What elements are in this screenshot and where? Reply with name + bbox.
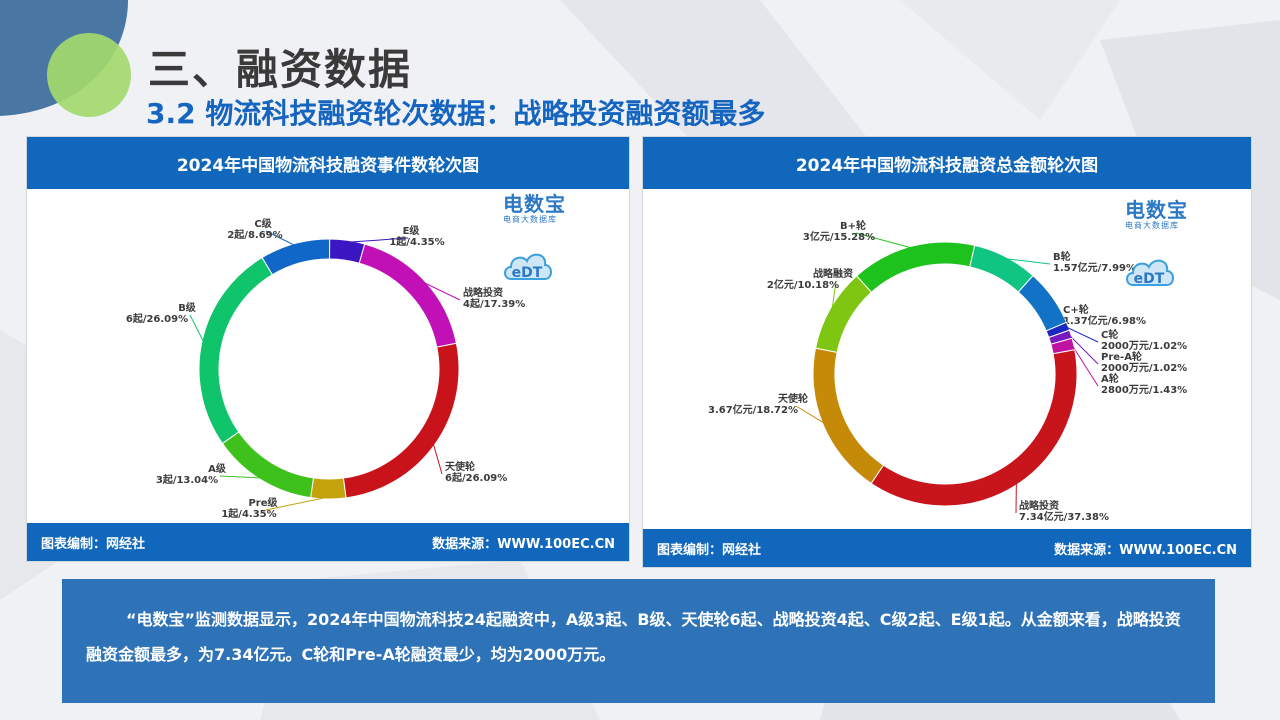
slice-value-label: 2起/8.69%: [227, 228, 282, 241]
leader-line-0: [855, 232, 913, 249]
leader-line-5: [1071, 344, 1099, 387]
logo-tagline: 电商大数据库: [503, 215, 557, 224]
chart-author: 图表编制：网经社: [41, 536, 146, 552]
logo: eDT 电数宝 电商大数据库: [1123, 198, 1188, 287]
slice-name-label: 战略投资: [463, 286, 503, 299]
chart-author: 图表编制：网经社: [657, 542, 762, 558]
slice-3: [342, 342, 460, 499]
slice-value-label: 2000万元/1.02%: [1101, 340, 1187, 352]
slice-value-label: 1起/4.35%: [221, 507, 276, 520]
logo-cloud-icon: eDT: [504, 253, 552, 281]
leader-line-1: [1004, 258, 1051, 265]
summary-box: “电数宝”监测数据显示，2024年中国物流科技24起融资中，A级3起、B级、天使…: [62, 579, 1215, 703]
slice-value-label: 6起/26.09%: [445, 471, 507, 484]
slice-name-label: A轮: [1101, 372, 1119, 385]
slice-7: [812, 347, 885, 485]
leader-line-8: [831, 280, 837, 310]
slice-value-label: 7.34亿元/37.38%: [1019, 510, 1109, 523]
logo-tagline: 电商大数据库: [1125, 221, 1179, 230]
leader-line-5: [219, 475, 262, 479]
events-chart-footer: 图表编制：网经社 数据来源：WWW.100EC.CN: [27, 523, 629, 561]
logo: eDT 电数宝 电商大数据库: [501, 192, 566, 281]
slice-0: [261, 238, 331, 276]
slice-name-label: E级: [403, 224, 421, 237]
slice-4: [310, 477, 347, 500]
slice-value-label: 6起/26.09%: [126, 312, 188, 325]
slice-name-label: 战略融资: [813, 267, 853, 280]
slice-0: [855, 241, 976, 293]
slice-2: [358, 243, 458, 348]
chart-source: 数据来源：WWW.100EC.CN: [432, 536, 615, 552]
slice-name-label: B+轮: [840, 219, 866, 232]
slice-5: [221, 431, 315, 499]
leader-line-6: [189, 314, 205, 343]
slice-name-label: C级: [254, 217, 272, 230]
slice-8: [814, 275, 873, 353]
leader-line-1: [347, 237, 409, 243]
slice-name-label: 战略投资: [1019, 499, 1059, 512]
leader-line-3: [432, 443, 443, 475]
slice-name-label: B轮: [1053, 250, 1071, 263]
summary-line-2: 来看，战略投资融资金额最多，为7.34亿元。C轮和Pre-A轮融资最少，均为20…: [86, 610, 1181, 664]
slice-name-label: Pre-A轮: [1101, 350, 1142, 363]
slice-name-label: A级: [208, 462, 227, 475]
slice-1: [969, 244, 1034, 293]
page-title: 三、融资数据: [148, 45, 413, 94]
slice-value-label: 1起/4.35%: [389, 235, 444, 248]
slice-value-label: 2亿元/10.18%: [767, 278, 839, 291]
events-donut-chart: C级2起/8.69% E级1起/4.35%战略投资4起/17.39%天使轮6起/2…: [126, 217, 525, 520]
slice-value-label: 1.37亿元/6.98%: [1063, 314, 1146, 327]
slice-6: [198, 256, 274, 445]
logo-name: 电数宝: [503, 192, 566, 216]
logo-name: 电数宝: [1125, 198, 1188, 222]
leader-line-2: [422, 281, 461, 301]
slice-name-label: 天使轮: [778, 392, 808, 405]
page-subtitle: 3.2 物流科技融资轮次数据：战略投资融资额最多: [146, 97, 766, 130]
slice-name-label: B级: [178, 301, 197, 314]
logo-mark: eDT: [1134, 271, 1165, 287]
slice-value-label: 3亿元/15.28%: [803, 230, 875, 243]
slice-value-label: 3起/13.04%: [156, 473, 218, 486]
logo-mark: eDT: [512, 265, 543, 281]
amount-chart-title: 2024年中国物流科技融资总金额轮次图: [643, 137, 1251, 189]
green-circle: [47, 33, 131, 117]
slice-2: [1017, 274, 1068, 332]
slice-value-label: 2000万元/1.02%: [1101, 362, 1187, 374]
leader-line-7: [795, 405, 826, 424]
chart-source: 数据来源：WWW.100EC.CN: [1054, 542, 1237, 558]
leader-line-4: [265, 496, 329, 511]
leader-line-4: [1068, 334, 1099, 365]
slice-name-label: C+轮: [1063, 303, 1089, 316]
amount-chart-panel: 2024年中国物流科技融资总金额轮次图 B+轮 3亿元/15.28% B轮 1.57亿…: [642, 136, 1252, 568]
slice-value-label: 2800万元/1.43%: [1101, 384, 1187, 396]
amount-chart-footer: 图表编制：网经社 数据来源：WWW.100EC.CN: [643, 529, 1251, 567]
slice-name-label: Pre级: [248, 496, 278, 509]
slice-value-label: 1.57亿元/7.99%: [1053, 261, 1136, 274]
events-chart-title: 2024年中国物流科技融资事件数轮次图: [27, 137, 629, 189]
leader-line-0: [265, 230, 296, 247]
summary-line-1: “电数宝”监测数据显示，2024年中国物流科技24起融资中，A级3起、B级、天使…: [126, 610, 1069, 629]
slice-name-label: 天使轮: [445, 460, 475, 473]
leader-line-3: [1065, 326, 1099, 343]
logo-cloud-icon: eDT: [1126, 259, 1174, 287]
slice-6: [870, 349, 1078, 507]
slice-value-label: 3.67亿元/18.72%: [708, 403, 798, 416]
slice-name-label: C轮: [1101, 328, 1118, 341]
events-chart-panel: 2024年中国物流科技融资事件数轮次图 C级 2起/8.69% E级 1起/4.35%…: [26, 136, 630, 562]
leader-line-2: [1050, 298, 1061, 318]
slice-value-label: 4起/17.39%: [463, 297, 525, 310]
